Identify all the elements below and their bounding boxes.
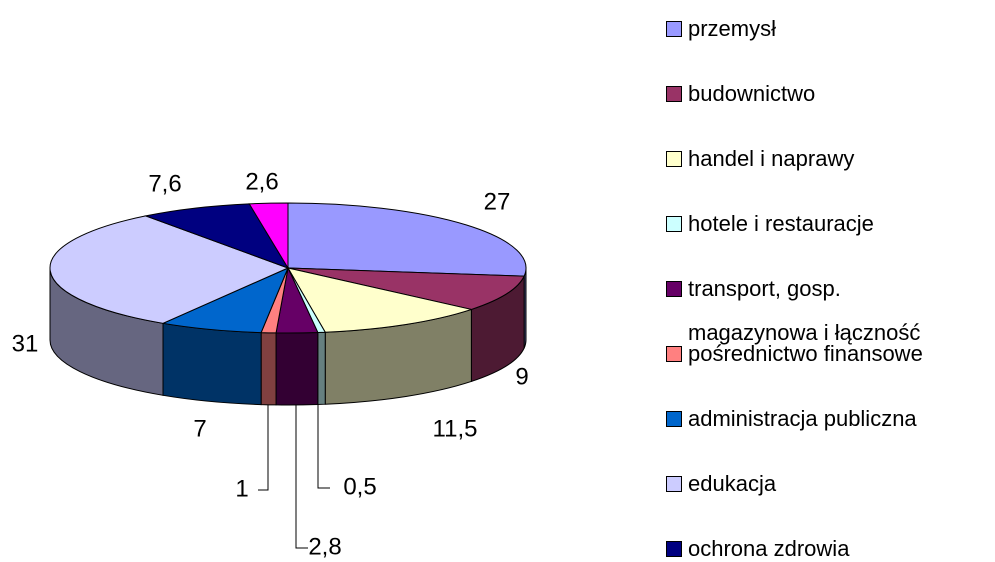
legend-swatch [666,541,682,557]
legend-item: przemysł [666,7,958,51]
legend-swatch [666,151,682,167]
legend-label: edukacja [688,471,777,496]
slice [286,267,474,333]
slice [161,267,289,334]
legend-label: handel i naprawy [688,146,855,171]
legend-label: budownictwo [688,81,816,106]
leader-line [295,405,308,549]
leader-line [258,405,269,491]
slice [248,202,289,270]
legend-item: administracja publiczna [666,397,958,441]
legend-swatch [666,281,682,297]
legend-item: transport, gosp. magazynowa i łączność [666,267,958,355]
data-label: 9 [515,363,528,390]
data-label: 0,5 [343,473,376,500]
legend-label: ochrona zdrowia [688,536,850,561]
data-label: 1 [235,475,248,502]
data-label: 27 [484,188,511,215]
legend-swatch [666,476,682,492]
legend-item: handel i naprawy [666,137,958,181]
legend-label: transport, gosp. magazynowa i łączność [688,276,921,345]
data-label: 2,6 [245,168,278,195]
slice [287,267,525,310]
data-label: 7 [193,415,206,442]
data-label: 7,6 [148,170,181,197]
legend-item: hotele i restauracje [666,202,958,246]
leader-line [317,405,330,489]
slice-side [317,331,326,406]
legend-item: budownictwo [666,72,958,116]
legend-swatch [666,411,682,427]
slice [143,203,290,269]
slice [49,215,290,324]
legend-item: ochrona zdrowia [666,527,958,562]
slice-side [260,332,277,406]
legend-label: pośrednictwo finansowe [688,341,923,366]
legend-item: edukacja [666,462,958,506]
legend-label: hotele i restauracje [688,211,874,236]
data-label: 2,8 [308,533,341,560]
legend-label: administracja publiczna [688,406,917,431]
legend-swatch [666,21,682,37]
legend-item: pośrednictwo finansowe [666,332,958,376]
legend-swatch [666,346,682,362]
legend-swatch [666,216,682,232]
data-label: 11,5 [433,415,478,442]
slice [287,202,527,277]
slice-side [275,331,319,406]
legend-label: przemysł [688,16,777,41]
data-label: 31 [12,330,39,357]
legend-swatch [666,86,682,102]
slice-side [162,322,262,406]
